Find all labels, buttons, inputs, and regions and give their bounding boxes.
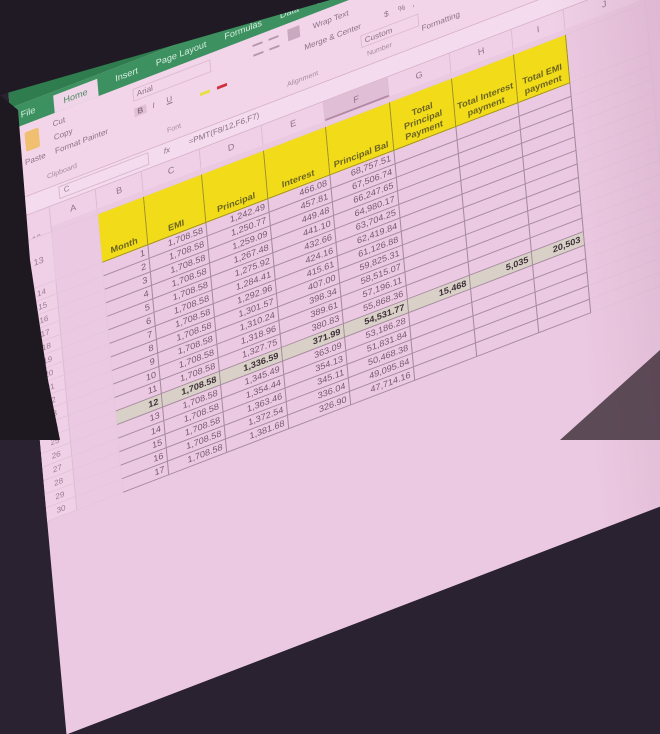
cut-button[interactable]: Cut [52, 115, 66, 129]
orientation-icon[interactable] [287, 25, 301, 42]
paste-icon[interactable] [24, 127, 41, 152]
currency-button[interactable]: $ [383, 8, 390, 20]
align-center-icon[interactable] [268, 35, 280, 51]
tab-data[interactable]: Data [279, 3, 300, 21]
fx-icon[interactable]: fx [163, 144, 171, 156]
percent-button[interactable]: % [397, 2, 406, 14]
paste-button[interactable]: Paste [24, 150, 46, 168]
italic-button[interactable]: I [151, 100, 156, 111]
tab-file[interactable]: File [20, 104, 36, 120]
fill-color-icon[interactable] [198, 79, 211, 97]
conditional-formatting-button[interactable]: Formatting [421, 9, 461, 33]
align-left-icon[interactable] [252, 41, 264, 57]
font-group-label: Font [166, 122, 182, 135]
font-color-icon[interactable] [215, 73, 228, 90]
bold-button[interactable]: B [133, 104, 147, 118]
underline-button[interactable]: U [165, 94, 173, 105]
comma-button[interactable]: , [411, 0, 415, 9]
tab-insert[interactable]: Insert [114, 65, 139, 84]
